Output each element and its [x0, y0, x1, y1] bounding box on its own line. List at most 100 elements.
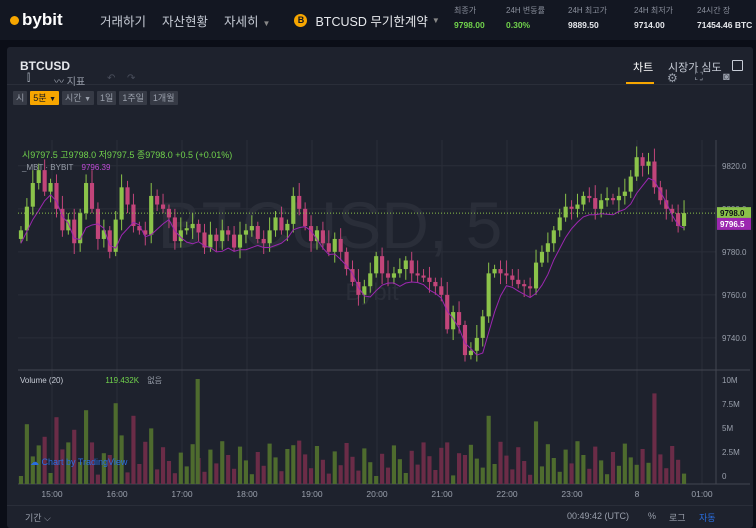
volume-tick-label: 2.5M — [722, 448, 740, 457]
volume-bar — [433, 470, 438, 484]
percent-toggle[interactable]: % — [648, 511, 657, 521]
volume-bar — [232, 468, 237, 484]
candle-body — [587, 195, 592, 199]
volume-bar — [285, 449, 290, 484]
candle-body — [178, 230, 183, 242]
volume-bar — [24, 424, 29, 484]
redo-icon[interactable]: ↷ — [127, 73, 136, 84]
bybit-logo[interactable]: bybit — [10, 10, 80, 30]
time-tick-label: 16:00 — [106, 489, 128, 499]
chart-panel-header: BTCUSD 차트 시장가 심도 — [7, 47, 753, 85]
volume-bar — [528, 474, 533, 484]
volume-bar — [78, 462, 83, 484]
volume-bar — [486, 415, 491, 484]
expand-icon[interactable] — [732, 60, 743, 71]
cloud-icon: ☁ — [30, 457, 39, 467]
time-tick-label: 15:00 — [41, 489, 63, 499]
volume-bar — [332, 451, 337, 484]
interval-1day[interactable]: 1일 — [97, 91, 117, 105]
volume-bar — [415, 464, 420, 484]
candle-body — [285, 223, 290, 231]
volume-bar — [681, 473, 687, 484]
volume-bar — [664, 468, 669, 484]
volume-bar — [297, 440, 302, 484]
volume-bar — [569, 463, 574, 484]
interval-hour[interactable]: 시간 ▼ — [62, 91, 95, 105]
volume-bar — [66, 442, 71, 484]
candle-body — [385, 273, 391, 278]
bitcoin-icon: B — [294, 13, 308, 27]
stat-24h-low: 24H 최저가 9714.00 — [634, 4, 673, 32]
volume-bar — [72, 429, 77, 484]
volume-bar — [160, 447, 166, 484]
candle-body — [622, 191, 627, 196]
volume-bar — [533, 421, 539, 484]
volume-bar — [622, 443, 627, 484]
moving-average — [20, 177, 685, 356]
candle-body — [326, 243, 331, 252]
volume-bar — [356, 470, 361, 484]
candle-body — [451, 312, 456, 330]
candle-type-icon[interactable]: ⫿ — [27, 73, 31, 84]
candle-body — [332, 238, 337, 252]
interval-selector: 시 5분 ▼ 시간 ▼ 1일 1주일 1개월 — [13, 91, 178, 105]
candle-body — [474, 337, 479, 351]
tab-chart[interactable]: 차트 — [633, 62, 654, 74]
symbol-label: BTCUSD 무기한계약 — [315, 14, 428, 29]
candle-body — [439, 286, 444, 295]
candle-body — [202, 232, 207, 248]
interval-tick[interactable]: 시 — [13, 91, 28, 105]
candle-body — [456, 312, 462, 325]
candle-body — [539, 251, 545, 263]
candle-body — [137, 226, 142, 231]
volume-bar — [320, 459, 325, 484]
candle-body — [232, 234, 237, 248]
tradingview-attribution[interactable]: ☁ Chart by TradingView — [30, 457, 127, 468]
volume-bar — [545, 444, 550, 484]
auto-toggle[interactable]: 자동 — [699, 513, 716, 523]
interval-5min[interactable]: 5분 ▼ — [30, 91, 60, 105]
candle-body — [670, 208, 675, 214]
logo-mark — [10, 15, 19, 25]
volume-bar — [18, 476, 24, 484]
indicators-button[interactable]: 〰 지표 — [54, 73, 85, 88]
indicators-label: 지표 — [66, 77, 86, 88]
volume-bar — [676, 459, 681, 484]
candle-body — [160, 204, 166, 209]
nav-more[interactable]: 자세히 ▼ — [224, 11, 270, 30]
volume-bar — [350, 456, 355, 484]
candle-body — [403, 260, 408, 270]
volume-bar — [451, 475, 456, 484]
volume-bar — [557, 471, 562, 484]
volume-bar — [273, 457, 278, 484]
candle-body — [190, 223, 195, 229]
symbol-selector[interactable]: B BTCUSD 무기한계약 ▼ — [294, 11, 440, 30]
volume-bar — [516, 447, 521, 484]
volume-bar — [368, 462, 373, 484]
nav-assets[interactable]: 자산현황 — [162, 14, 209, 29]
log-toggle[interactable]: 로그 — [669, 513, 686, 523]
volume-tick-label: 7.5M — [722, 400, 740, 409]
volume-bar — [599, 460, 604, 484]
price-tick-label: 9740.0 — [722, 334, 747, 343]
volume-bar — [658, 454, 663, 484]
camera-icon[interactable]: ◙ — [723, 71, 730, 83]
volume-bar — [48, 473, 53, 484]
volume-bar — [214, 463, 219, 484]
candle-body — [551, 230, 556, 244]
candle-body — [344, 251, 349, 270]
volume-bar — [119, 435, 124, 484]
volume-bar — [474, 458, 479, 484]
interval-1month[interactable]: 1개월 — [149, 91, 178, 105]
settings-gear-icon[interactable]: ⚙ — [667, 71, 678, 85]
undo-icon[interactable]: ↶ — [107, 73, 116, 84]
volume-legend: Volume (20) 119.432K 없음 — [20, 375, 162, 386]
chevron-down-icon: ▼ — [262, 18, 271, 28]
fullscreen-icon[interactable]: ⛶ — [695, 71, 703, 83]
range-selector[interactable]: 기간 ⌵ — [25, 513, 51, 523]
volume-bar — [421, 442, 426, 484]
tab-depth[interactable]: 시장가 심도 — [668, 62, 722, 74]
nav-trade[interactable]: 거래하기 — [100, 14, 147, 29]
interval-1week[interactable]: 1주일 — [119, 91, 147, 105]
